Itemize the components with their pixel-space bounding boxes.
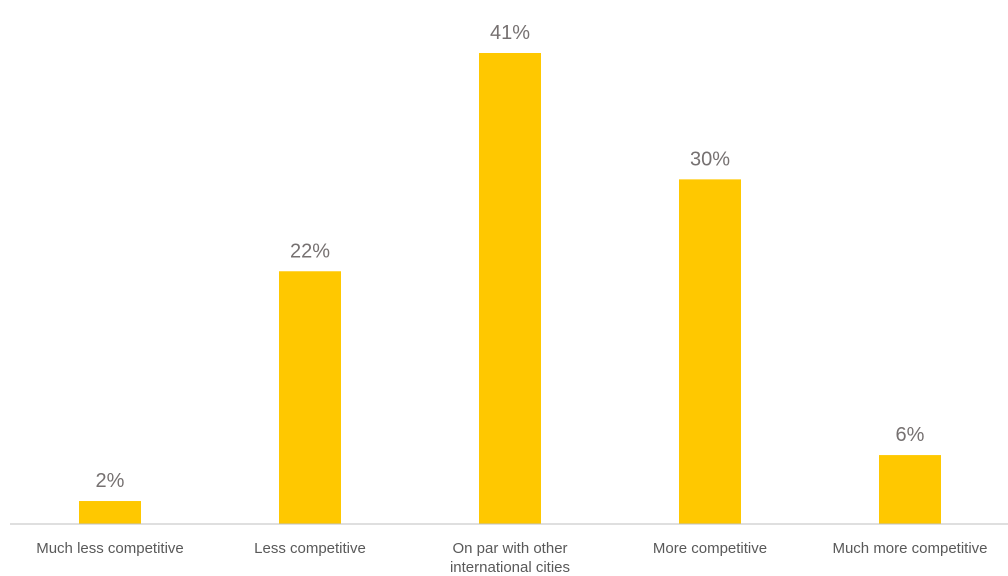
data-label-2: 41% [490,22,530,44]
category-label-1: Less competitive [254,540,366,557]
data-label-4: 6% [896,424,925,446]
bar-3 [679,179,741,525]
category-label-2-line-1: international cities [450,559,570,576]
category-label-0: Much less competitive [36,540,184,557]
bar-0 [79,501,141,524]
bars-group [79,53,941,525]
bar-4 [879,455,941,524]
category-label-3: More competitive [653,540,767,557]
data-label-0: 2% [96,470,125,492]
category-label-2-line-0: On par with other [452,540,567,557]
bar-2 [479,53,541,524]
bar-1 [279,271,341,524]
data-label-1: 22% [290,240,330,262]
category-labels-group: Much less competitive Less competitive On … [36,540,987,576]
category-label-4: Much more competitive [832,540,987,557]
data-label-3: 30% [690,148,730,170]
value-labels-group: 2% 22% 41% 30% 6% [96,22,925,492]
